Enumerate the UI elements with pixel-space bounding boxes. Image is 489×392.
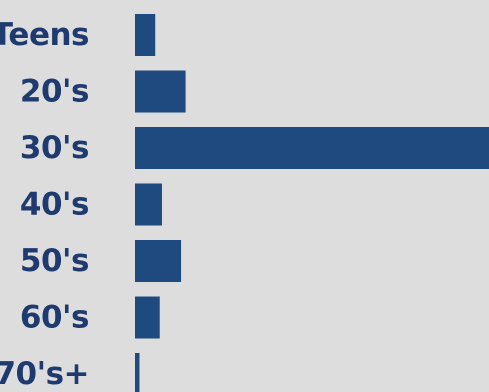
bar-70-s <box>135 353 139 392</box>
bar-20-s <box>135 71 186 113</box>
category-label-20-s: 20's <box>20 74 89 110</box>
bar-30-s <box>135 127 489 169</box>
category-label-60-s: 60's <box>20 300 89 336</box>
category-label-30-s: 30's <box>20 130 89 166</box>
bar-40-s <box>135 184 162 226</box>
bar-50-s <box>135 240 181 282</box>
category-label-50-s: 50's <box>20 243 89 279</box>
bars <box>135 14 489 392</box>
bar-60-s <box>135 297 160 339</box>
category-label-teens: Teens <box>0 17 89 53</box>
category-labels: Teens 20's 30's 40's 50's 60's 70's+ <box>0 17 89 392</box>
bar-teens <box>135 14 155 56</box>
category-label-70-s: 70's+ <box>0 356 89 392</box>
category-label-40-s: 40's <box>20 187 89 223</box>
